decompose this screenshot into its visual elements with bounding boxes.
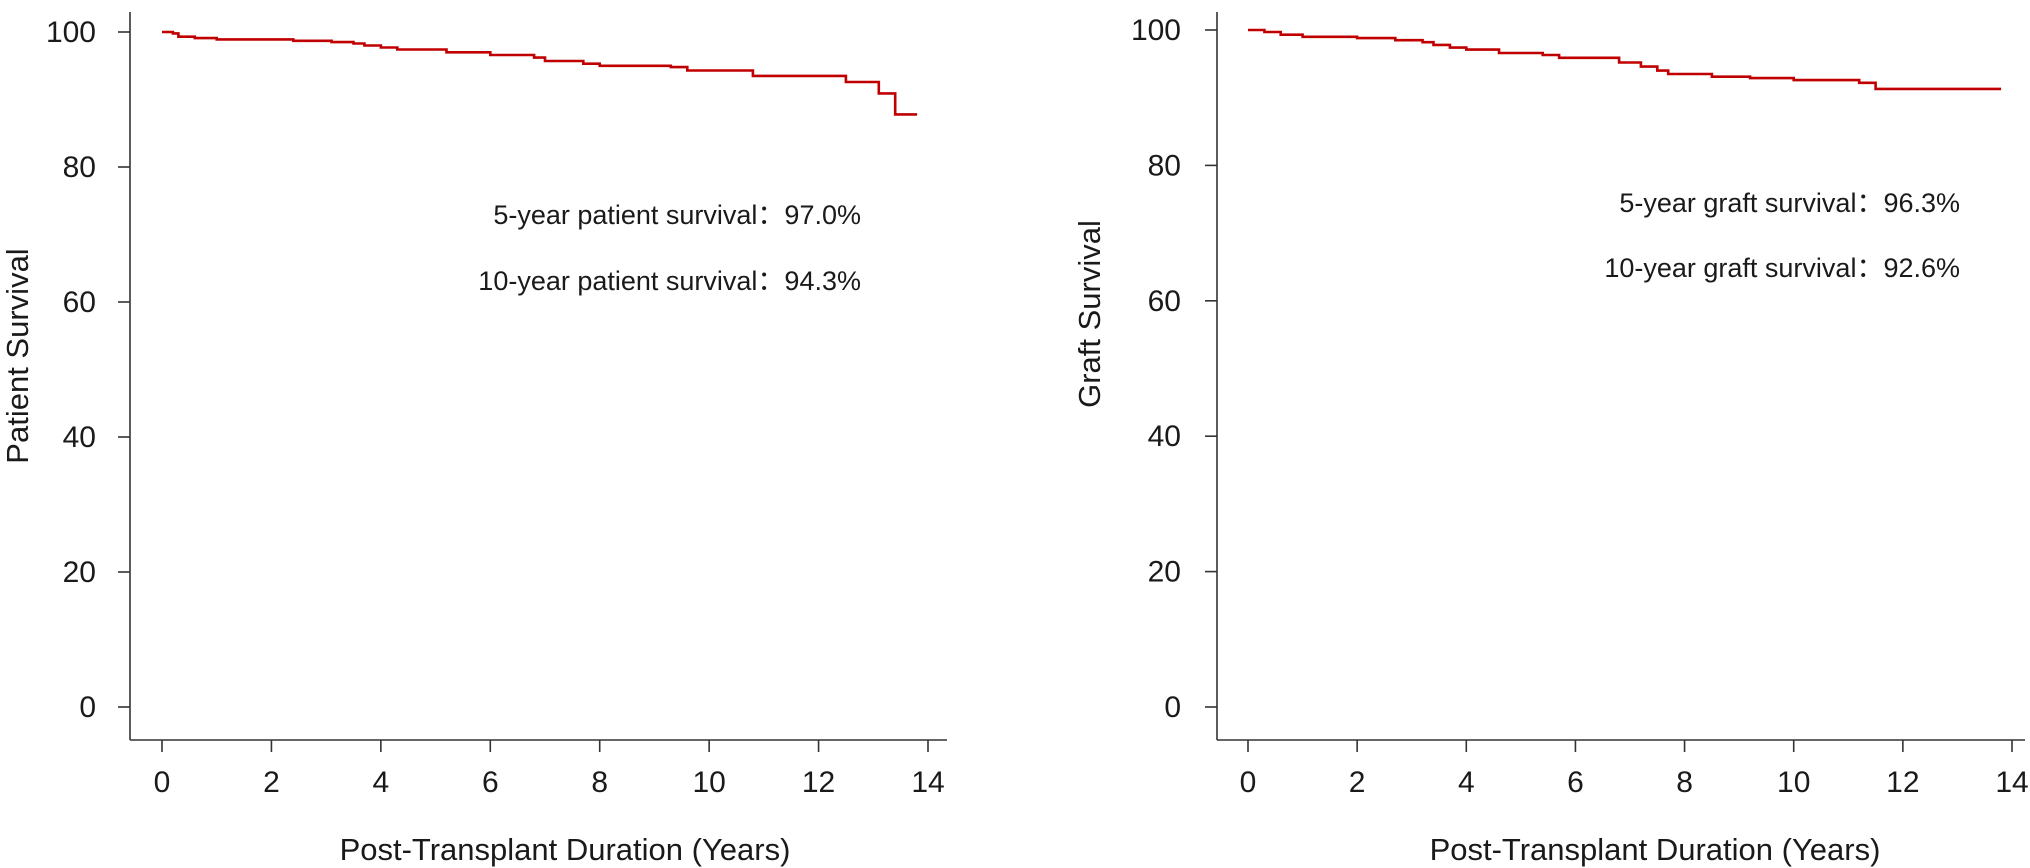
- x-tick-label-8: 8: [591, 766, 608, 799]
- x-tick-label-0: 0: [1240, 766, 1257, 799]
- five-year-patient-survival-note: 5-year patient survival：97.0%: [493, 200, 861, 230]
- x-tick-group: 0 2 4 6 8 10 12 14: [1240, 740, 2029, 799]
- x-tick-label-14: 14: [911, 766, 944, 799]
- x-axis-title: Post-Transplant Duration (Years): [1430, 832, 1881, 867]
- x-tick-label-2: 2: [1349, 766, 1366, 799]
- x-tick-label-4: 4: [1458, 766, 1475, 799]
- y-axis-title: Patient Survival: [0, 248, 35, 463]
- patient-survival-panel: 0 20 40 60 80 100 0 2 4 6 8 10 12 14 5-year patient …: [0, 12, 947, 867]
- y-tick-label-40: 40: [63, 421, 96, 454]
- x-tick-label-4: 4: [373, 766, 390, 799]
- x-tick-label-0: 0: [154, 766, 171, 799]
- y-tick-label-60: 60: [1148, 285, 1181, 318]
- y-axis-title: Graft Survival: [1072, 220, 1107, 408]
- x-axis-title: Post-Transplant Duration (Years): [340, 832, 791, 867]
- y-tick-label-0: 0: [1164, 691, 1181, 724]
- ten-year-graft-survival-note: 10-year graft survival：92.6%: [1604, 253, 1960, 283]
- y-tick-label-100: 100: [1131, 14, 1181, 47]
- y-tick-label-60: 60: [63, 286, 96, 319]
- x-tick-label-8: 8: [1676, 766, 1693, 799]
- graft-survival-curve: [1248, 28, 2002, 91]
- x-tick-group: 0 2 4 6 8 10 12 14: [154, 740, 945, 799]
- x-tick-label-14: 14: [1995, 766, 2028, 799]
- graft-survival-panel: 0 20 40 60 80 100 0 2 4 6 8 10 12 14 5-year graft su…: [1072, 12, 2029, 867]
- patient-survival-curve: [162, 30, 918, 116]
- x-tick-label-12: 12: [802, 766, 835, 799]
- ten-year-patient-survival-note: 10-year patient survival：94.3%: [478, 266, 861, 296]
- x-tick-label-12: 12: [1886, 766, 1919, 799]
- y-tick-label-20: 20: [63, 556, 96, 589]
- x-tick-label-6: 6: [1567, 766, 1584, 799]
- y-tick-label-40: 40: [1148, 420, 1181, 453]
- y-tick-label-0: 0: [79, 691, 96, 724]
- y-tick-label-20: 20: [1148, 556, 1181, 589]
- y-tick-group: 0 20 40 60 80 100: [1131, 14, 1217, 724]
- y-tick-label-80: 80: [63, 151, 96, 184]
- x-tick-label-2: 2: [263, 766, 280, 799]
- y-tick-group: 0 20 40 60 80 100: [46, 16, 130, 724]
- five-year-graft-survival-note: 5-year graft survival：96.3%: [1619, 188, 1960, 218]
- y-tick-label-100: 100: [46, 16, 96, 49]
- y-tick-label-80: 80: [1148, 149, 1181, 182]
- x-tick-label-6: 6: [482, 766, 499, 799]
- x-tick-label-10: 10: [1777, 766, 1810, 799]
- x-tick-label-10: 10: [692, 766, 725, 799]
